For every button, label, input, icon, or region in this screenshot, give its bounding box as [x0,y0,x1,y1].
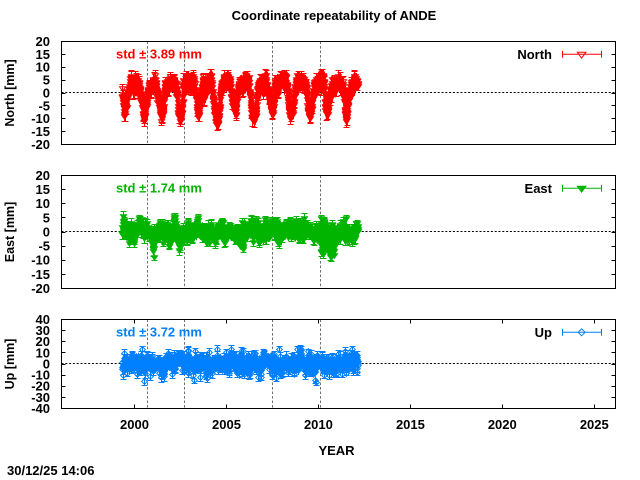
svg-text:-10: -10 [31,368,50,383]
svg-text:10: 10 [36,60,50,75]
svg-text:0: 0 [43,356,50,371]
svg-text:5: 5 [43,73,50,88]
svg-text:0: 0 [43,224,50,239]
svg-text:2010: 2010 [304,417,333,432]
svg-text:-20: -20 [31,281,50,296]
svg-text:20: 20 [36,334,50,349]
svg-text:std ± 3.89 mm: std ± 3.89 mm [116,46,202,61]
svg-text:North: North [517,47,552,62]
svg-text:-5: -5 [38,239,50,254]
svg-text:-30: -30 [31,390,50,405]
svg-text:YEAR: YEAR [318,443,355,458]
svg-text:30: 30 [36,323,50,338]
svg-text:East: East [525,181,553,196]
svg-text:-15: -15 [31,124,50,139]
svg-text:Up [mm]: Up [mm] [3,339,17,390]
svg-text:std ± 1.74 mm: std ± 1.74 mm [116,180,202,195]
svg-text:30/12/25 14:06: 30/12/25 14:06 [7,463,94,478]
svg-text:-10: -10 [31,111,50,126]
svg-text:20: 20 [36,168,50,183]
svg-text:East [mm]: East [mm] [3,202,17,262]
svg-text:10: 10 [36,345,50,360]
svg-text:20: 20 [36,34,50,49]
svg-text:15: 15 [36,182,50,197]
svg-text:2020: 2020 [488,417,517,432]
svg-text:-20: -20 [31,137,50,152]
svg-text:-15: -15 [31,267,50,282]
svg-text:5: 5 [43,210,50,225]
svg-text:-10: -10 [31,253,50,268]
svg-text:Coordinate repeatability of AN: Coordinate repeatability of ANDE [232,8,437,23]
svg-text:2005: 2005 [212,417,241,432]
svg-text:North [mm]: North [mm] [3,59,17,126]
svg-text:2000: 2000 [120,417,149,432]
svg-text:-40: -40 [31,401,50,416]
svg-text:2025: 2025 [580,417,609,432]
svg-text:2015: 2015 [396,417,425,432]
svg-text:40: 40 [36,312,50,327]
svg-text:Up: Up [535,325,552,340]
svg-text:std ± 3.72 mm: std ± 3.72 mm [116,324,202,339]
svg-text:-20: -20 [31,379,50,394]
svg-text:15: 15 [36,47,50,62]
svg-text:0: 0 [43,85,50,100]
svg-text:-5: -5 [38,98,50,113]
svg-text:10: 10 [36,196,50,211]
